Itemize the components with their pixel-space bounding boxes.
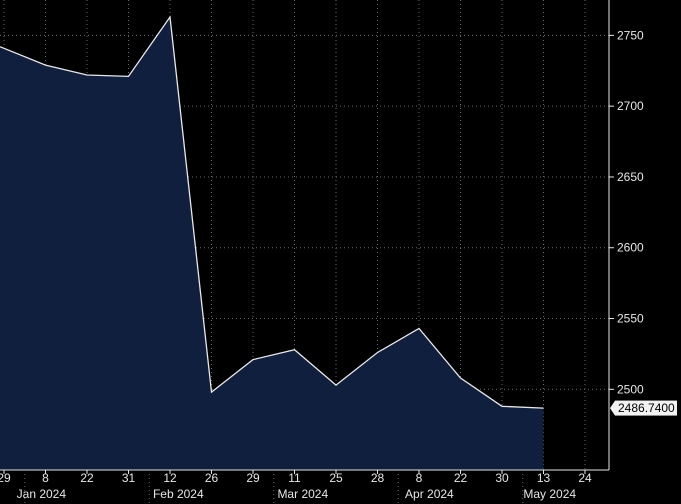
x-tick-label: 8 (42, 471, 49, 485)
month-label: Feb 2024 (153, 487, 204, 501)
x-tick-label: 12 (163, 471, 177, 485)
y-tick-label: 2650 (617, 170, 644, 184)
month-label: May 2024 (523, 487, 576, 501)
month-label: Apr 2024 (405, 487, 454, 501)
month-label: Jan 2024 (17, 487, 67, 501)
x-tick-label: 24 (578, 471, 592, 485)
series-area (0, 17, 544, 470)
x-tick-label: 13 (537, 471, 551, 485)
x-tick-label: 28 (371, 471, 385, 485)
y-axis-ticks: 2500 2550 2600 2650 2700 2750 (609, 28, 644, 396)
x-tick-label: 29 (0, 471, 11, 485)
x-tick-label: 11 (288, 471, 301, 485)
x-tick-label: 26 (205, 471, 219, 485)
x-tick-label: 29 (246, 471, 260, 485)
series-line (0, 15, 544, 409)
last-value-marker: 2486.7400 (610, 400, 677, 416)
x-tick-label: 31 (122, 471, 136, 485)
y-tick-label: 2700 (617, 99, 644, 113)
x-tick-label: 25 (329, 471, 343, 485)
y-tick-label: 2500 (617, 382, 644, 396)
x-tick-label: 22 (80, 471, 94, 485)
x-tick-label: 22 (454, 471, 468, 485)
last-value-label: 2486.7400 (618, 401, 675, 415)
x-axis-ticks: 29 8 22 31 12 26 29 11 25 28 8 22 30 13 24 (0, 470, 592, 485)
y-tick-label: 2550 (617, 312, 644, 326)
last-value-pointer (610, 400, 615, 416)
last-value-box (615, 400, 677, 416)
x-axis-months: Jan 2024 Feb 2024 Mar 2024 Apr 2024 May 2024 (17, 470, 576, 504)
month-label: Mar 2024 (277, 487, 328, 501)
y-tick-label: 2750 (617, 28, 644, 42)
x-tick-label: 30 (495, 471, 509, 485)
x-tick-label: 8 (416, 471, 423, 485)
y-tick-label: 2600 (617, 241, 644, 255)
